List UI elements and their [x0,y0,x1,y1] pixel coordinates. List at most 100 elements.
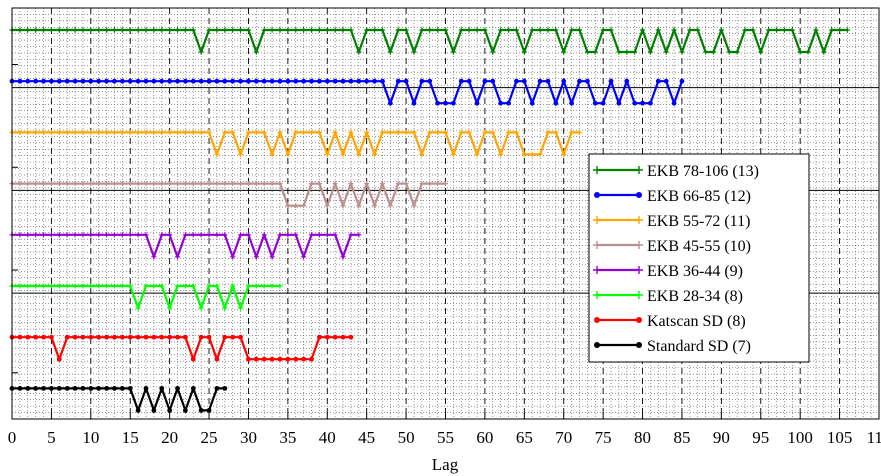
data-point [214,181,220,187]
data-point [72,27,78,33]
data-point [17,129,23,135]
data-point [474,151,480,157]
data-point [198,129,204,135]
data-point [435,27,441,33]
data-point [301,203,307,209]
series-group [9,26,850,414]
data-point [56,283,62,289]
data-point [301,356,307,362]
data-point [143,181,149,187]
data-point [214,151,220,157]
data-point [143,283,149,289]
data-point [151,78,157,84]
data-point [17,27,23,33]
data-point [324,203,330,209]
data-point [246,356,251,362]
data-point [25,181,31,187]
data-point [143,232,149,238]
data-point [190,356,196,362]
data-point [159,27,165,33]
data-point [167,181,173,187]
data-point [190,386,196,391]
data-point [340,254,346,260]
data-point [64,129,70,135]
data-point [151,181,157,187]
data-point [293,203,299,209]
data-point [293,232,299,238]
plus-marker-icon [593,291,601,299]
data-point [592,100,598,106]
data-point [419,181,425,187]
x-tick-label: 110 [867,428,881,447]
data-point [198,49,204,55]
data-point [151,283,157,289]
data-point [238,151,244,157]
data-point [41,129,47,135]
data-point [545,78,551,84]
data-point [750,27,756,33]
plus-marker-icon [635,291,643,299]
data-point [175,334,180,340]
data-point [111,283,117,289]
data-point [33,129,39,135]
data-point [49,334,54,340]
data-point [324,334,330,340]
data-point [537,78,543,84]
x-tick-label: 15 [122,428,139,447]
data-point [687,27,693,33]
data-point [222,181,228,187]
data-point [844,27,850,33]
data-point [285,232,291,238]
data-point [774,27,780,33]
data-point [403,181,409,187]
data-point [758,49,764,55]
data-point [111,27,117,33]
data-point [245,232,251,238]
data-point [364,78,370,84]
data-point [269,254,275,260]
data-point [151,408,157,413]
legend-item: EKB 28-34 (8) [593,288,743,305]
data-point [316,232,322,238]
data-point [135,129,141,135]
data-point [104,27,110,33]
data-point [387,129,393,135]
data-point [56,27,62,33]
data-point [112,386,117,391]
data-point [159,78,165,84]
data-point [450,151,456,157]
circle-marker-icon [594,317,600,323]
legend-item: EKB 45-55 (10) [593,238,751,255]
data-point [104,129,110,135]
data-point [348,181,354,187]
data-point [553,129,559,135]
x-tick-label: 80 [634,428,651,447]
data-point [261,181,267,187]
data-point [356,151,362,157]
x-tick-label: 95 [752,428,769,447]
legend-label: EKB 66-85 (12) [647,188,751,205]
data-point [277,283,283,289]
data-point [293,78,299,84]
data-point [96,78,102,84]
data-point [80,27,86,33]
data-point [33,386,39,391]
data-point [332,78,338,84]
data-point [285,78,291,84]
data-point [348,232,354,238]
data-point [253,254,259,260]
data-point [640,27,646,33]
data-point [17,78,23,84]
data-point [214,283,220,289]
data-point [88,27,94,33]
data-point [104,334,109,340]
circle-marker-icon [636,342,642,348]
plus-marker-icon [635,266,643,274]
data-point [127,232,133,238]
data-point [427,78,433,84]
series-1 [9,77,685,107]
data-point [143,386,149,391]
data-point [253,283,259,289]
data-point [577,78,582,84]
data-point [143,78,149,84]
